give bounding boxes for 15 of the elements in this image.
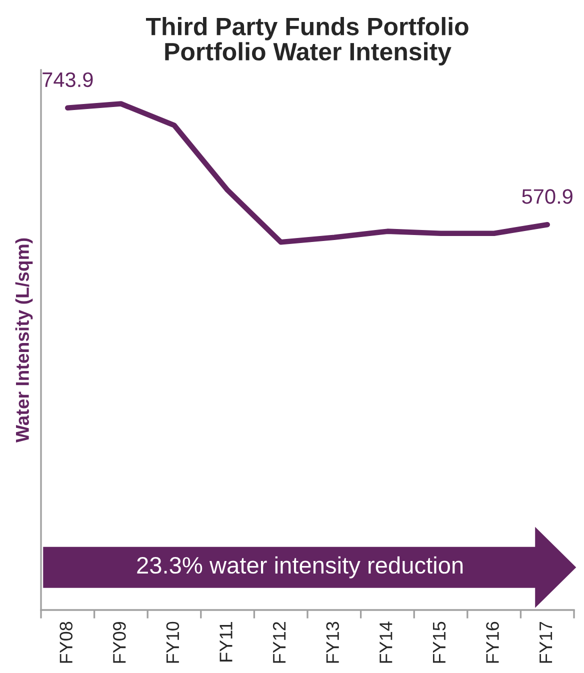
- data-label: 743.9: [42, 72, 93, 88]
- x-tick-label: FY11: [220, 622, 232, 662]
- data-label: 570.9: [522, 189, 572, 204]
- y-axis-title: Water Intensity (L/sqm): [15, 238, 33, 443]
- x-tick-label: FY15: [433, 622, 446, 663]
- x-tick-label: FY16: [486, 622, 499, 663]
- x-tick-label: FY14: [380, 622, 392, 663]
- x-tick-label: FY09: [113, 622, 126, 663]
- x-tick-label: FY17: [540, 622, 552, 663]
- x-tick-label: FY10: [166, 622, 180, 663]
- chart-title: Third Party Funds Portfolio Portfolio Water Intensity: [146, 17, 468, 66]
- x-tick-label: FY12: [272, 622, 286, 663]
- x-tick-label: FY13: [326, 622, 340, 663]
- x-tick-label: FY08: [60, 622, 72, 663]
- annotation: 23.3% water intensity reduction: [137, 556, 463, 578]
